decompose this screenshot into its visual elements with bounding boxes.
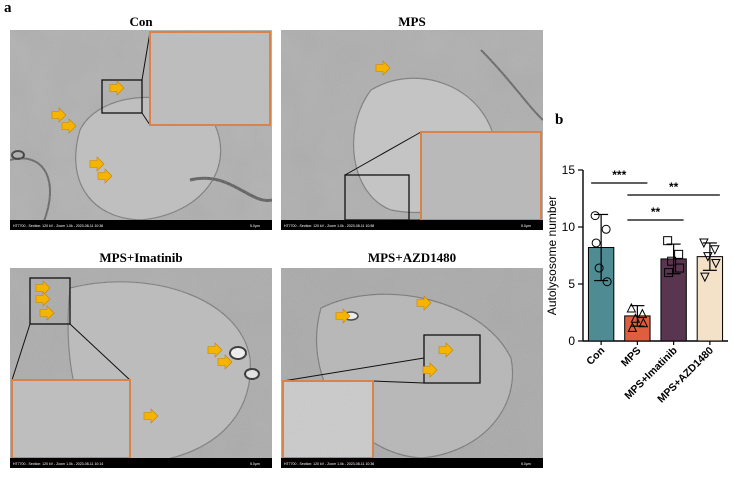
data-point — [626, 302, 637, 313]
y-tick-label: 5 — [568, 277, 575, 291]
data-point — [664, 268, 674, 278]
em-caption-imatinib: HT7700 - Section: 120 kV - Zoom 1.0k - 2… — [13, 462, 103, 466]
panel-b-letter: b — [555, 112, 564, 128]
data-point — [700, 272, 710, 283]
micrograph-azd: HT7700 - Section: 120 kV - Zoom 1.0k - 2… — [281, 268, 543, 468]
data-point — [663, 236, 673, 246]
em-caption-azd: HT7700 - Section: 120 kV - Zoom 1.0k - 2… — [284, 462, 374, 466]
significance-label: ** — [669, 180, 679, 194]
data-point — [594, 263, 604, 273]
y-tick-label: 0 — [568, 334, 575, 348]
y-tick-label: 15 — [562, 163, 576, 177]
y-tick-label: 10 — [562, 220, 576, 234]
micrograph-mps: HT7700 - Section: 120 kV - Zoom 1.0k - 2… — [281, 30, 543, 230]
data-point — [637, 308, 648, 319]
em-title-mps: MPS — [398, 14, 426, 29]
em-scale-azd: 5.0μm — [521, 462, 531, 466]
bar — [587, 247, 615, 342]
micrograph-imatinib: HT7700 - Section: 120 kV - Zoom 1.0k - 2… — [10, 268, 272, 468]
bar — [624, 315, 651, 342]
em-caption-con: HT7700 - Section: 120 kV - Zoom 1.0k - 2… — [13, 224, 103, 228]
data-point — [602, 277, 612, 287]
x-tick-label: MPS+Imatinib — [622, 345, 679, 402]
data-point — [667, 256, 677, 266]
data-point — [710, 245, 720, 255]
em-scale-imatinib: 5.0μm — [250, 462, 260, 466]
x-tick-label: Con — [584, 345, 607, 368]
data-point — [627, 322, 638, 332]
data-point — [601, 224, 611, 234]
significance-label: *** — [612, 168, 626, 182]
data-point — [711, 258, 721, 269]
significance-label: ** — [651, 205, 661, 219]
em-title-imatinib: MPS+Imatinib — [99, 250, 183, 265]
data-point — [674, 249, 684, 259]
micrograph-con: HT7700 - Section: 120 kV - Zoom 1.0k - 2… — [10, 30, 272, 230]
y-axis-label: Autolysosome number — [545, 196, 559, 315]
x-tick-label: MPS+AZD1480 — [655, 345, 716, 406]
bar — [696, 256, 724, 342]
data-point — [699, 238, 709, 249]
data-point — [591, 238, 601, 248]
em-caption-mps: HT7700 - Section: 120 kV - Zoom 1.0k - 2… — [284, 224, 374, 228]
data-point — [675, 263, 685, 273]
em-scale-mps: 5.0μm — [521, 224, 531, 228]
data-point — [703, 252, 713, 262]
bar — [660, 258, 687, 342]
data-point — [638, 317, 649, 328]
data-point — [630, 313, 641, 323]
em-title-con: Con — [129, 14, 153, 29]
x-tick-label: MPS — [619, 345, 644, 370]
em-title-azd: MPS+AZD1480 — [367, 250, 457, 265]
data-point — [590, 211, 600, 221]
panel-a-letter: a — [4, 0, 12, 16]
em-scale-con: 5.0μm — [250, 224, 260, 228]
